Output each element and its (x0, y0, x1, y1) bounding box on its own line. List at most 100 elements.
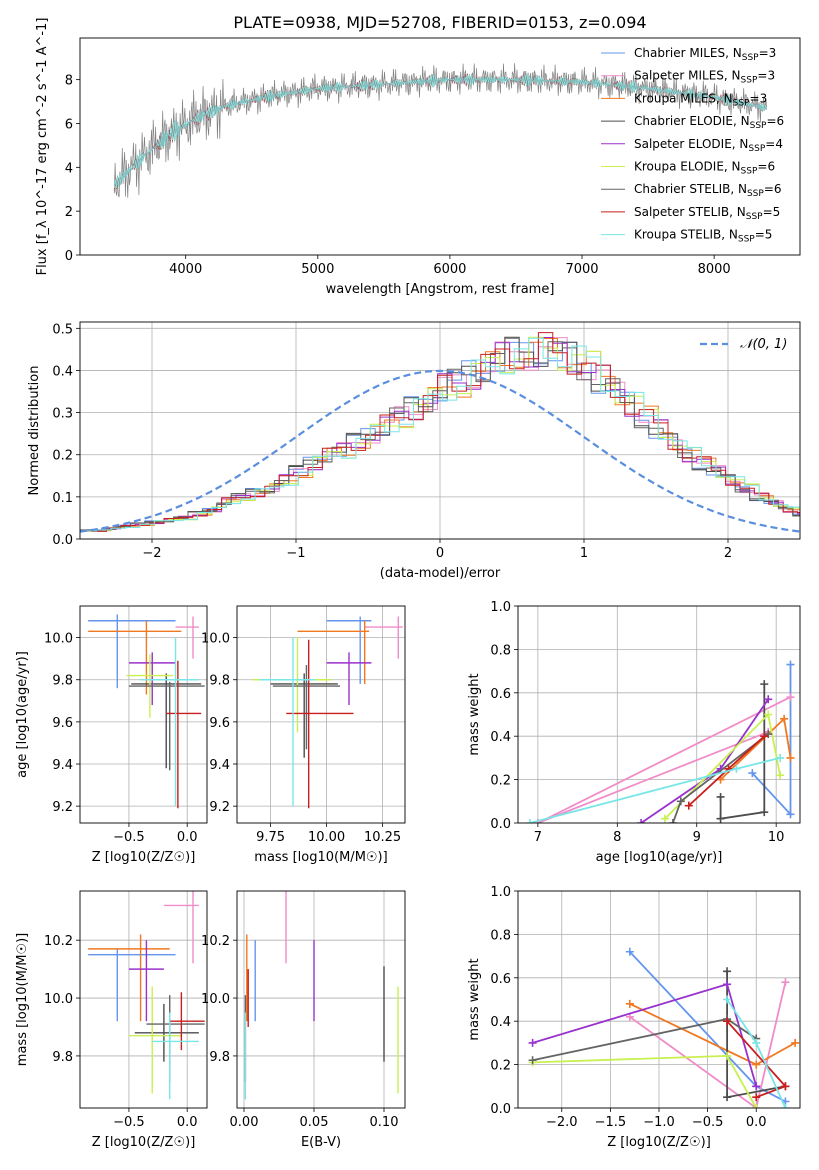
y-tick-label: 9.4 (52, 758, 73, 773)
y-tick-label: 1.0 (490, 885, 511, 900)
panel-age-vs-mass: 9.75 10.00 10.25 9.2 9.4 9.6 9.8 10.0 mass [log1… (201, 605, 406, 865)
legend: Chabrier MILES, NSSP=3 Salpeter MILES, NS… (601, 46, 784, 245)
weight-marker (791, 1038, 800, 1047)
normal-curve (80, 369, 800, 533)
weight-marker (723, 980, 732, 989)
y-axis-label: mass [log10(M/M☉)] (15, 933, 30, 1066)
y-tick-label: 2 (65, 205, 73, 220)
x-tick-label: 0.0 (177, 1115, 198, 1130)
weight-marker (723, 1051, 732, 1060)
weight-marker (781, 978, 790, 987)
y-tick-label: 8 (65, 74, 73, 89)
y-tick-label: 10.0 (201, 632, 230, 647)
y-tick-label: 9.6 (209, 716, 230, 731)
plot-area (528, 947, 800, 1108)
weight-marker (752, 1093, 761, 1102)
plot-area (525, 660, 795, 823)
legend-value: =5 (763, 205, 781, 219)
ticks: 4000 5000 6000 7000 8000 0 2 4 6 8 (65, 74, 731, 277)
y-tick-label: 0.4 (490, 730, 511, 745)
weight-marker (781, 1082, 790, 1091)
ticks: 9.75 10.00 10.25 9.2 9.4 9.6 9.8 10.0 (201, 632, 401, 845)
x-axis-label: Z [log10(Z/Z☉)] (607, 1135, 711, 1150)
y-tick-label: 0.1 (52, 491, 73, 506)
y-tick-label: 0.8 (490, 928, 511, 943)
weight-marker (637, 819, 646, 823)
legend-subscript: SSP (747, 189, 764, 199)
weight-marker (668, 819, 677, 823)
y-axis-label: Flux [f_λ 10^-17 erg cm^-2 s^-1 A^-1] (35, 18, 50, 276)
legend-subscript: SSP (733, 98, 750, 108)
y-tick-label: 6 (65, 117, 73, 132)
x-tick-label: 10.00 (308, 830, 345, 845)
x-tick-label: 7000 (565, 262, 598, 277)
x-tick-label: 2 (724, 546, 732, 561)
x-tick-label: −1.0 (643, 1115, 675, 1130)
x-axis-label: Z [log10(Z/Z☉)] (92, 850, 196, 865)
plot-area (80, 332, 800, 533)
legend-subscript: SSP (746, 212, 763, 222)
weight-marker (676, 797, 685, 806)
weight-marker (786, 753, 795, 762)
weight-marker (716, 792, 725, 801)
y-axis-label: Normed distribution (27, 366, 42, 496)
legend-value: =3 (750, 91, 768, 105)
y-tick-label: 10.0 (201, 992, 230, 1007)
histogram-step (80, 332, 800, 532)
model-line (113, 73, 767, 189)
ticks: −0.5 0.0 9.8 10.0 10.2 (44, 934, 197, 1130)
weight-marker (776, 753, 785, 762)
x-tick-label: 0.0 (746, 1115, 767, 1130)
x-tick-label: 5000 (301, 262, 334, 277)
legend-value: =4 (765, 137, 783, 151)
axes-frame (79, 321, 801, 540)
weight-marker (776, 771, 785, 780)
weight-marker (732, 764, 741, 773)
x-tick-label: 8000 (698, 262, 731, 277)
weight-marker (780, 714, 789, 723)
weight-line (537, 696, 791, 823)
x-axis-label: wavelength [Angstrom, rest frame] (326, 282, 555, 297)
weight-marker (786, 660, 795, 669)
x-tick-label: −0.5 (113, 830, 145, 845)
weight-marker (781, 1104, 790, 1108)
axes-frame (236, 890, 406, 1109)
panel-weight-vs-Z: −2.0 −1.5 −1.0 −0.5 0.0 0.0 0.2 0.4 0.6 0.8 1.0 Z [… (467, 885, 801, 1150)
x-tick-label: 1 (580, 546, 588, 561)
x-tick-label: 6000 (433, 262, 466, 277)
chart-title: PLATE=0938, MJD=52708, FIBERID=0153, z=0… (233, 13, 646, 32)
weight-marker (760, 808, 769, 817)
weight-marker (723, 967, 732, 976)
y-tick-label: 9.6 (52, 716, 73, 731)
x-tick-label: 0.05 (300, 1115, 329, 1130)
weight-marker (528, 1056, 537, 1065)
histogram-step (80, 337, 800, 531)
x-tick-label: −2.0 (546, 1115, 578, 1130)
plot-area (252, 616, 403, 809)
y-tick-label: 0.6 (490, 687, 511, 702)
legend-subscript: SSP (750, 121, 767, 131)
axes-frame (79, 37, 801, 256)
weight-marker (752, 1082, 761, 1091)
ticks: −2.0 −1.5 −1.0 −0.5 0.0 0.0 0.2 0.4 0.6 0.8 1.0 (490, 885, 766, 1130)
legend-label: Chabrier MILES, NSSP=3 (634, 46, 776, 63)
legend-label: Chabrier ELODIE, NSSP=6 (634, 114, 784, 131)
y-tick-label: 9.8 (52, 1050, 73, 1065)
y-axis-label: mass weight (467, 673, 482, 755)
x-tick-label: 0.00 (230, 1115, 259, 1130)
axes-frame (79, 890, 208, 1109)
plot-area (113, 63, 768, 198)
y-tick-label: 9.8 (209, 1050, 230, 1065)
panel-residuals: −2 −1 0 1 2 0.0 0.1 0.2 0.3 0.4 0.5 (data-model)/er… (27, 321, 801, 581)
legend-value: =3 (757, 69, 775, 83)
weight-marker (748, 769, 757, 778)
legend-label: Kroupa ELODIE, NSSP=6 (634, 160, 775, 177)
y-tick-label: 0.0 (52, 533, 73, 548)
weight-marker (752, 1038, 761, 1047)
x-tick-label: −0.5 (113, 1115, 145, 1130)
legend-value: =6 (757, 160, 775, 174)
y-tick-label: 0.5 (52, 322, 73, 337)
x-tick-label: −2 (142, 546, 161, 561)
y-tick-label: 9.8 (52, 674, 73, 689)
